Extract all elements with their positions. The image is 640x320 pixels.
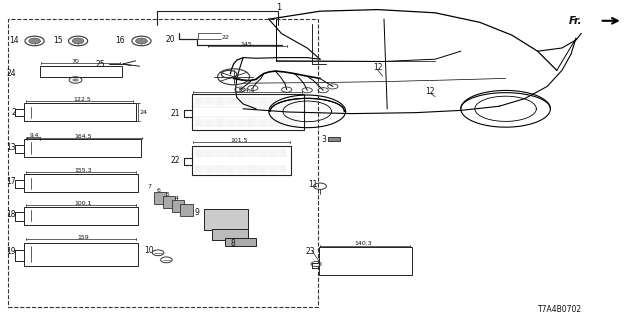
Bar — [24, 207, 138, 225]
Text: 13: 13 — [6, 143, 16, 152]
Circle shape — [72, 78, 79, 82]
Bar — [192, 94, 304, 130]
Text: 100.1: 100.1 — [74, 201, 92, 206]
Circle shape — [136, 38, 147, 44]
Text: 140.3: 140.3 — [354, 241, 372, 246]
Bar — [192, 146, 291, 175]
Text: 4: 4 — [175, 196, 179, 201]
Bar — [24, 243, 138, 266]
Text: 164.5: 164.5 — [74, 133, 92, 139]
Text: 122.5: 122.5 — [73, 97, 91, 102]
Text: 159: 159 — [77, 235, 89, 240]
Text: 1: 1 — [276, 3, 281, 12]
Text: 22: 22 — [221, 35, 229, 40]
Bar — [154, 192, 166, 204]
Text: 25: 25 — [95, 60, 105, 68]
Bar — [24, 103, 136, 121]
Text: 10: 10 — [144, 246, 154, 255]
Text: 21: 21 — [171, 109, 180, 118]
Bar — [204, 209, 248, 230]
Text: T7A4B0702: T7A4B0702 — [538, 305, 582, 314]
Text: 15: 15 — [53, 36, 63, 45]
Text: 23: 23 — [306, 247, 316, 256]
Bar — [8, 19, 318, 307]
Bar — [328, 137, 340, 141]
Text: 155.3: 155.3 — [74, 168, 92, 173]
Text: 19: 19 — [6, 247, 16, 256]
Text: 12: 12 — [373, 63, 382, 72]
Bar — [319, 247, 412, 275]
Text: Fr.: Fr. — [569, 16, 582, 26]
Bar — [180, 204, 193, 216]
Bar — [225, 238, 256, 246]
Text: 70: 70 — [72, 59, 79, 64]
Bar — [24, 139, 141, 157]
Bar — [24, 174, 138, 192]
Text: 101.5: 101.5 — [230, 138, 248, 143]
Bar — [40, 66, 122, 77]
Text: 16: 16 — [115, 36, 125, 45]
Text: 24: 24 — [140, 109, 148, 115]
Text: 8: 8 — [231, 239, 236, 248]
Circle shape — [72, 38, 84, 44]
Text: 5: 5 — [166, 192, 170, 197]
Text: 145: 145 — [241, 42, 252, 47]
Bar — [212, 229, 248, 240]
Text: 6: 6 — [157, 188, 161, 193]
Text: 17: 17 — [6, 177, 16, 186]
Text: 14: 14 — [10, 36, 19, 45]
Text: 3: 3 — [321, 135, 326, 144]
Bar — [172, 200, 184, 212]
Bar — [163, 196, 175, 208]
Text: 9.4: 9.4 — [29, 132, 38, 138]
Circle shape — [29, 38, 40, 44]
Text: 24: 24 — [6, 69, 16, 78]
Text: 20: 20 — [166, 35, 175, 44]
Text: 164.5: 164.5 — [237, 88, 255, 93]
Text: 22: 22 — [171, 156, 180, 164]
Text: 11: 11 — [308, 180, 317, 188]
Text: 7: 7 — [148, 184, 152, 189]
Text: 9: 9 — [195, 208, 200, 217]
Text: 2: 2 — [12, 108, 16, 116]
Text: 12: 12 — [426, 87, 435, 96]
Text: 18: 18 — [6, 210, 16, 219]
